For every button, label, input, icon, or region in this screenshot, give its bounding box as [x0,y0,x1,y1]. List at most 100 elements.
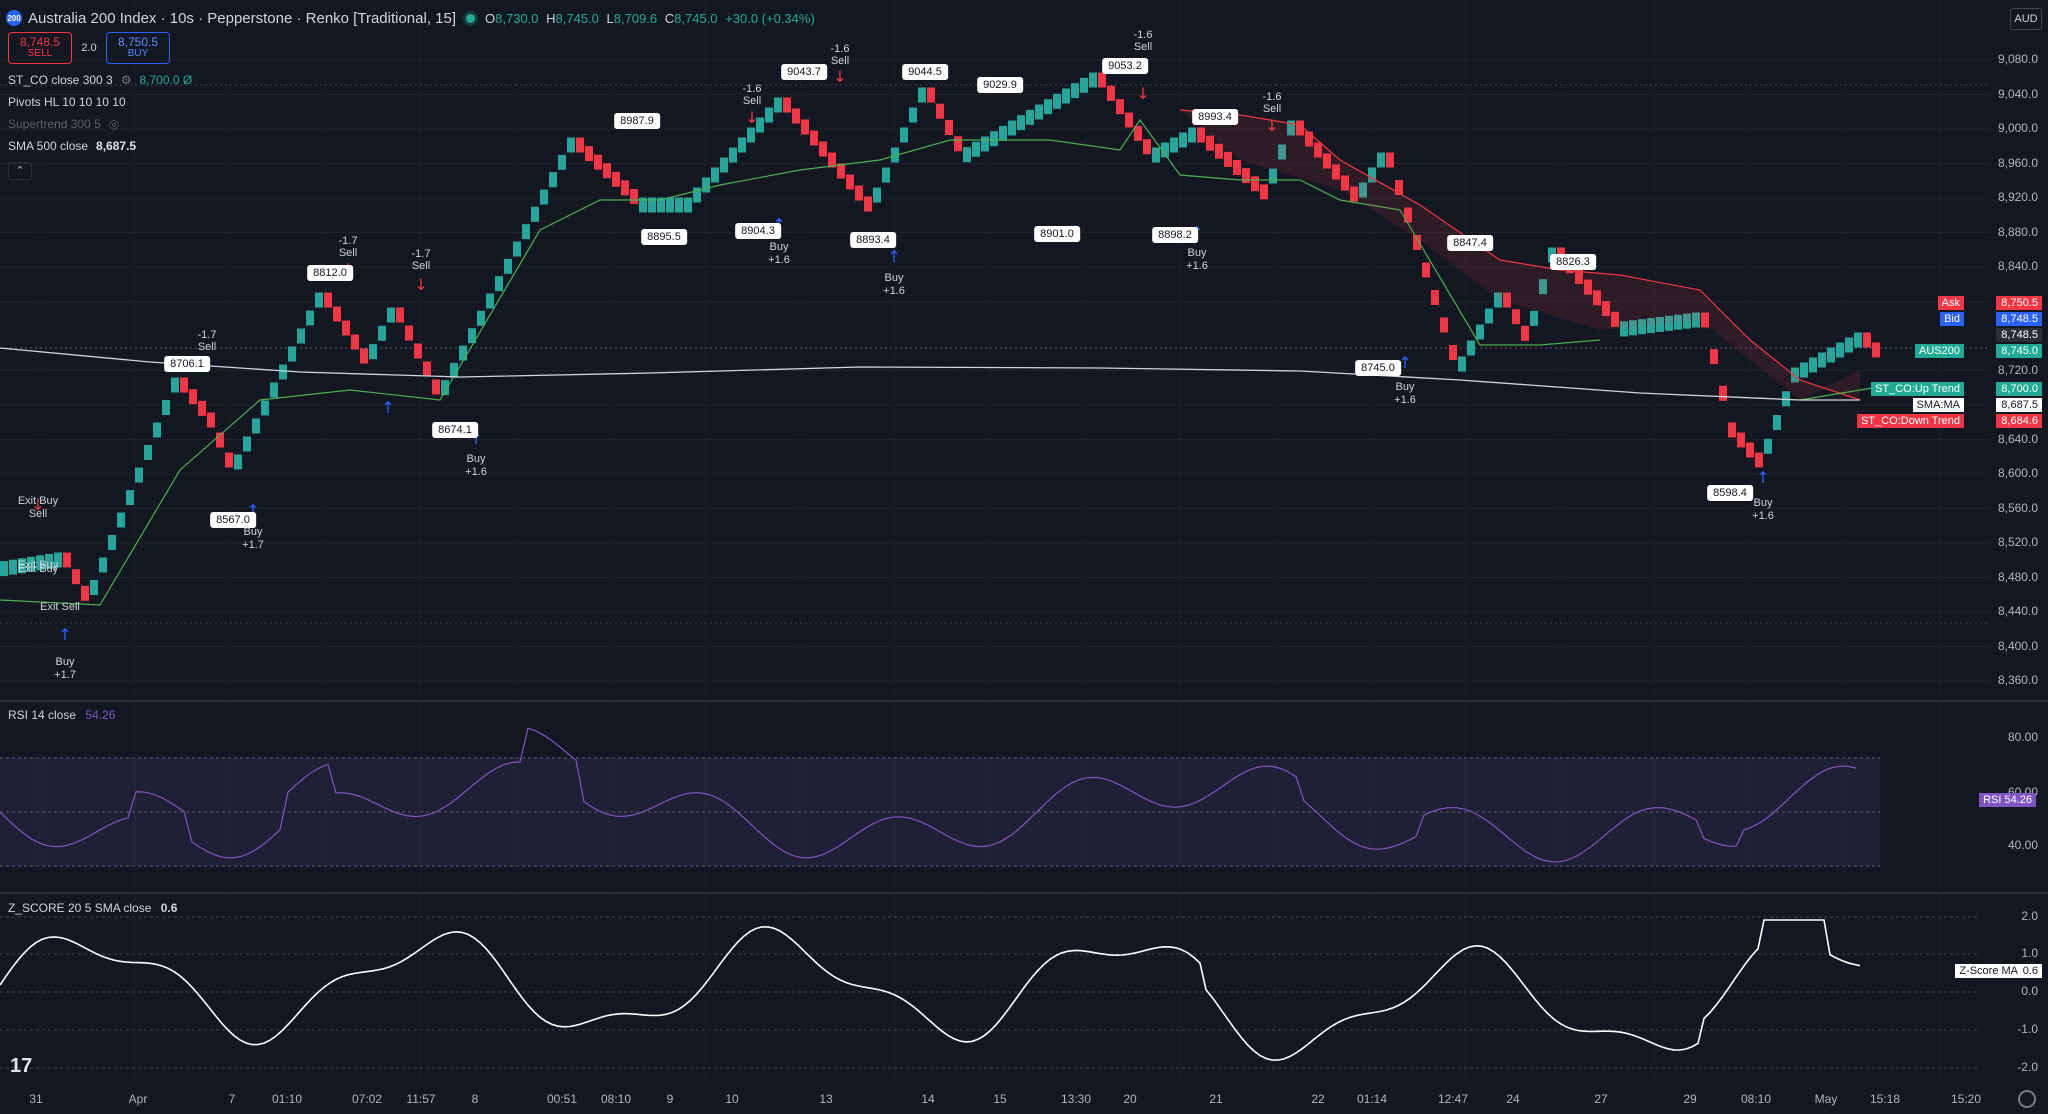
renko-brick [1413,235,1421,250]
renko-brick [936,103,944,119]
rsi-legend[interactable]: RSI 14 close 54.26 [8,708,115,722]
price-tag-label: AUS200 [1915,344,1964,358]
renko-brick [1107,85,1115,101]
renko-brick [567,137,575,153]
renko-brick [342,320,350,336]
renko-brick [1692,312,1700,328]
renko-brick [1845,337,1853,353]
signal-arrow: ↑ [887,247,900,266]
settings-icon[interactable] [2018,1090,2036,1108]
zscore-title: Z_SCORE 20 5 SMA close [8,901,152,915]
tradingview-logo-icon[interactable]: 17 [10,1055,33,1077]
renko-brick [513,241,521,257]
renko-brick [1206,135,1214,151]
pivot-callout[interactable]: 8826.3 [1550,254,1596,270]
time-axis-label: May [1814,1092,1838,1106]
renko-brick [297,328,305,344]
pivot-callout[interactable]: 8812.0 [307,265,353,281]
renko-brick [954,136,962,152]
price-tag-label: Bid [1940,312,1964,326]
renko-brick [486,293,494,309]
renko-brick [171,377,179,393]
renko-brick [1233,160,1241,175]
renko-brick [1656,316,1664,332]
indicator-sma[interactable]: SMA 500 close 8,687.5 [8,139,136,153]
indicator-stco[interactable]: ST_CO close 300 3 ⚙ 8,700.0 Ø [8,73,192,87]
signal-arrow: ↑ [1398,353,1411,372]
renko-brick [648,197,656,213]
zscore-legend[interactable]: Z_SCORE 20 5 SMA close 0.6 [8,901,177,915]
renko-brick [666,197,674,213]
renko-brick [315,292,323,308]
price-tag-label: ST_CO:Down Trend [1856,414,1964,428]
sell-button[interactable]: 8,748.5 SELL [8,32,72,64]
pivot-callout[interactable]: 8567.0 [210,512,256,528]
pivot-callout[interactable]: 8904.3 [735,223,781,239]
time-axis-label: 31 [29,1092,43,1106]
pivot-callout[interactable]: 8745.0 [1355,360,1401,376]
signal-label: Exit Buy [18,559,59,571]
price-axis-label: 8,520.0 [1997,535,2038,549]
renko-brick [639,197,647,213]
renko-brick [1809,357,1817,373]
signal-label: Sell [198,341,216,353]
renko-brick [234,454,242,470]
indicator-pivots[interactable]: Pivots HL 10 10 10 10 [8,95,126,109]
pivot-callout[interactable]: 8895.5 [641,229,687,245]
signal-label: -1.6 [1263,91,1282,103]
symbol-title[interactable]: Australia 200 Index · 10s · Pepperstone … [28,9,457,27]
pivot-callout[interactable]: 8901.0 [1034,226,1080,242]
pivot-callout[interactable]: 9029.9 [977,77,1023,93]
pivot-callout[interactable]: 9044.5 [902,64,948,80]
renko-brick [1395,180,1403,195]
eye-hidden-icon[interactable]: ◎ [108,117,120,131]
pivot-callout[interactable]: 8598.4 [1707,485,1753,501]
renko-brick [549,172,557,188]
price-axis-label: 8,880.0 [1997,224,2038,239]
market-status-icon[interactable] [466,13,476,23]
renko-brick [846,174,854,190]
collapse-legend-button[interactable]: ⌃ [8,162,32,180]
renko-brick [1161,142,1169,158]
close-key: C [664,10,675,26]
time-axis-label: Apr [128,1092,148,1106]
renko-brick [1602,301,1610,317]
pivot-callout[interactable]: 8893.4 [850,232,896,248]
renko-brick [1386,152,1394,168]
pivot-callout[interactable]: 8993.4 [1192,109,1238,125]
renko-brick [1485,308,1493,324]
renko-brick [450,362,458,378]
pivot-callout[interactable]: 8706.1 [164,356,210,372]
price-axis-label: 8,720.0 [1997,362,2038,377]
renko-brick [63,552,71,568]
indicator-supertrend[interactable]: Supertrend 300 5 ◎ [8,117,119,131]
pivot-callout[interactable]: 8987.9 [614,113,660,129]
ohlc-values: O8,730.0 H8,745.0 L8,709.6 C8,745.0 +30.… [485,11,819,26]
zscore-price-tag: Z-Score MA [1955,964,2022,978]
renko-brick [279,364,287,380]
pivot-callout[interactable]: 8674.1 [432,422,478,438]
renko-brick [1674,314,1682,330]
renko-brick [1143,139,1151,155]
pane-divider-zscore[interactable] [0,892,2048,894]
renko-brick [792,108,800,124]
time-axis-label: 14 [921,1092,935,1106]
pivot-callout[interactable]: 9043.7 [781,64,827,80]
buy-button[interactable]: 8,750.5 BUY [106,32,170,64]
pivot-callout[interactable]: 9053.2 [1102,58,1148,74]
currency-selector[interactable]: AUD [2010,8,2042,30]
eye-icon[interactable]: ⚙ [120,73,132,87]
time-axis-label: 00:51 [546,1092,578,1106]
renko-brick [1872,342,1880,358]
indicator-name: SMA 500 close [8,139,89,153]
renko-brick [225,452,233,468]
renko-brick [756,117,764,133]
pivot-callout[interactable]: 8847.4 [1447,235,1493,251]
pivot-callout[interactable]: 8898.2 [1152,227,1198,243]
pane-divider-rsi[interactable] [0,700,2048,702]
renko-brick [855,185,863,201]
renko-brick [1260,184,1268,200]
symbol-logo-icon[interactable]: 200 [6,10,22,26]
signal-label: -1.6 [743,83,762,95]
